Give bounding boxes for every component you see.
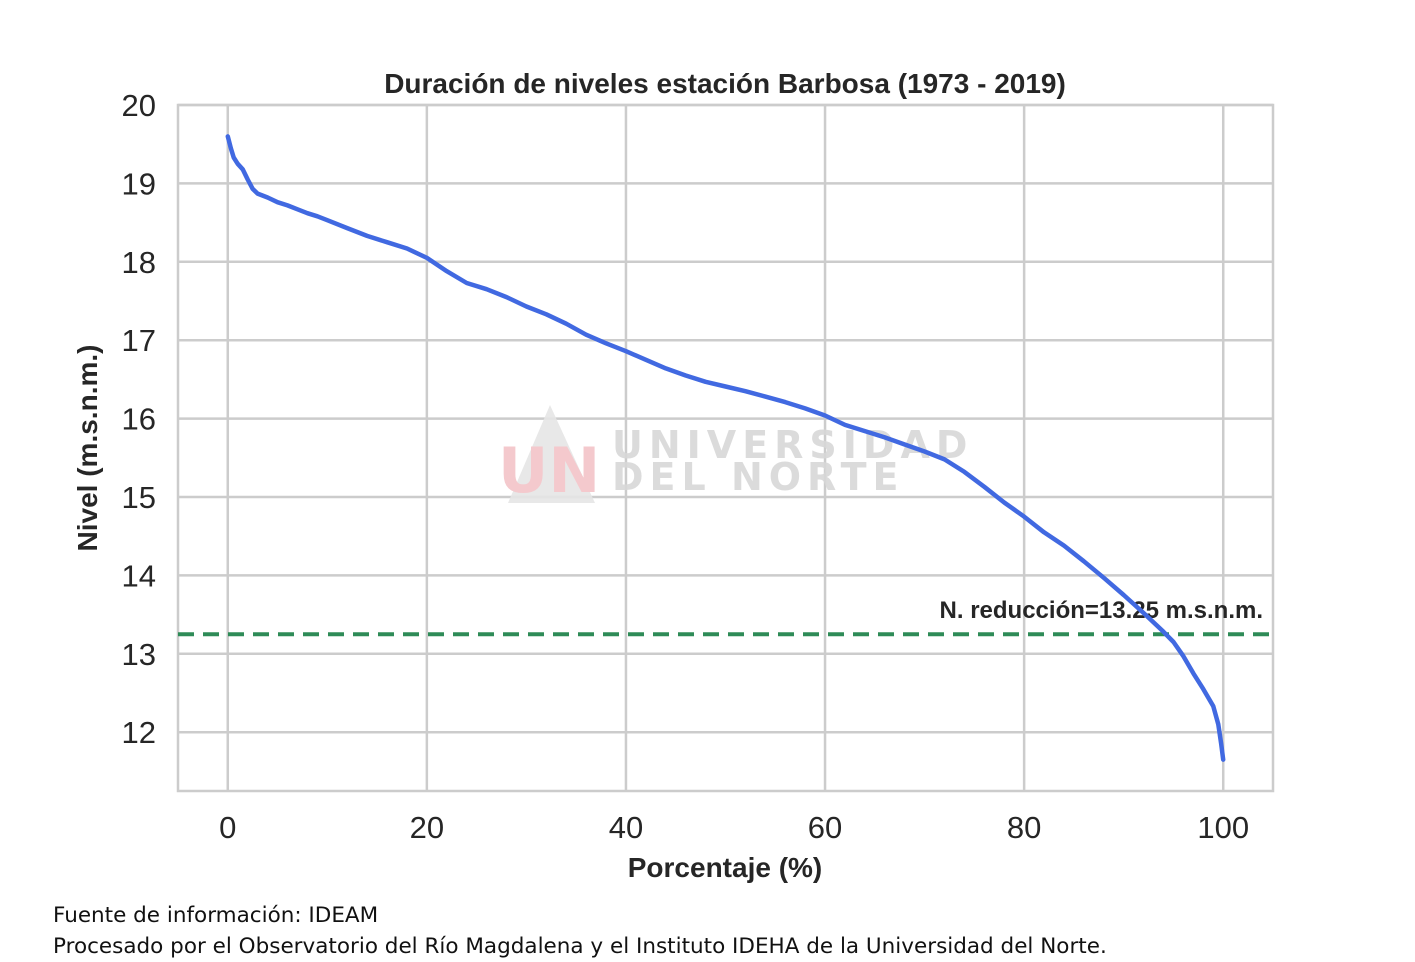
footer: Fuente de información: IDEAM Procesado p…	[53, 900, 1107, 962]
y-tick-label: 20	[122, 88, 156, 123]
universidad-del-norte-watermark: UN UNIVERSIDAD DEL NORTE	[498, 405, 967, 507]
duration-curve-line	[225, 134, 1226, 762]
reference-line-group: N. reducción=13.25 m.s.n.m.	[178, 597, 1273, 637]
x-tick-label: 60	[808, 810, 842, 845]
x-tick-label: 0	[219, 810, 236, 845]
grid-lines	[178, 103, 1273, 791]
footer-source-line: Fuente de información: IDEAM	[53, 903, 379, 928]
y-tick-label: 17	[122, 323, 156, 358]
watermark-line2-text: DEL NORTE	[612, 455, 904, 499]
watermark-line2: DEL NORTE	[612, 455, 904, 499]
y-tick-labels: 12 13 14 15 16 17 18 19 20	[122, 88, 156, 750]
y-tick-label: 14	[122, 558, 156, 593]
y-tick-label: 15	[122, 480, 156, 515]
y-tick-label: 13	[122, 637, 156, 672]
x-tick-label: 100	[1197, 810, 1249, 845]
reduction-level-label: N. reducción=13.25 m.s.n.m.	[940, 597, 1263, 624]
y-tick-label: 16	[122, 402, 156, 437]
x-tick-label: 80	[1007, 810, 1041, 845]
y-tick-label: 18	[122, 245, 156, 280]
watermark-logo-text: UN	[498, 434, 600, 507]
footer-processing-line: Procesado por el Observatorio del Río Ma…	[53, 934, 1107, 959]
watermark-mountain-shape	[508, 405, 595, 503]
x-axis-label: Porcentaje (%)	[628, 852, 823, 883]
x-tick-label: 20	[410, 810, 444, 845]
chart-title: Duración de niveles estación Barbosa (19…	[384, 68, 1066, 99]
plot-frame	[176, 103, 1275, 793]
duration-chart: Duración de niveles estación Barbosa (19…	[72, 68, 1275, 883]
x-tick-labels: 0 20 40 60 80 100	[219, 810, 1249, 845]
y-tick-label: 12	[122, 715, 156, 750]
series-group	[225, 134, 1226, 762]
x-tick-label: 40	[609, 810, 643, 845]
y-tick-label: 19	[122, 166, 156, 201]
y-axis-label: Nivel (m.s.n.m.)	[72, 345, 103, 552]
